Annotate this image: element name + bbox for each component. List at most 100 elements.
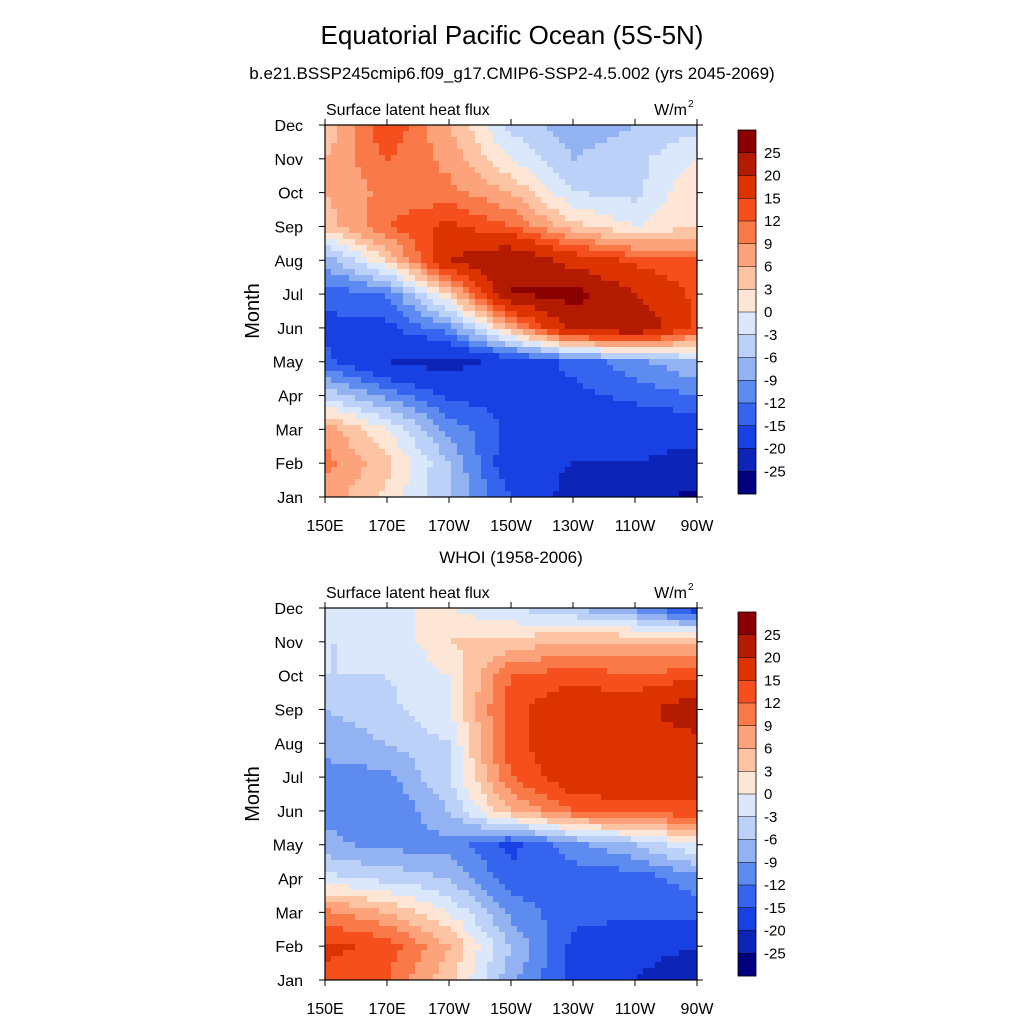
heatmap-cell <box>643 413 650 420</box>
heatmap-cell <box>439 419 446 426</box>
heatmap-cell <box>691 305 697 312</box>
colorbar-swatch <box>738 425 756 449</box>
heatmap-cell <box>529 143 536 150</box>
heatmap-cell <box>685 305 692 312</box>
heatmap-cell <box>619 221 626 228</box>
heatmap-cell <box>403 221 410 228</box>
heatmap-cell <box>523 650 530 657</box>
heatmap-cell <box>661 191 668 198</box>
heatmap-cell <box>577 389 584 396</box>
heatmap-cell <box>457 143 464 150</box>
heatmap-cell <box>583 281 590 288</box>
heatmap-cell <box>691 467 697 474</box>
heatmap-cell <box>511 197 518 204</box>
heatmap-cell <box>589 485 596 492</box>
heatmap-cell <box>541 209 548 216</box>
heatmap-cell <box>601 401 608 408</box>
heatmap-cell <box>469 692 476 699</box>
heatmap-cell <box>493 245 500 252</box>
heatmap-cell <box>595 293 602 300</box>
heatmap-cell <box>403 257 410 264</box>
heatmap-cell <box>583 215 590 222</box>
heatmap-cell <box>343 347 350 354</box>
heatmap-cell <box>463 491 470 497</box>
heatmap-cell <box>559 650 566 657</box>
heatmap-cell <box>349 626 356 633</box>
heatmap-cell <box>505 191 512 198</box>
heatmap-cell <box>679 377 686 384</box>
heatmap-cell <box>643 293 650 300</box>
heatmap-cell <box>691 437 697 444</box>
heatmap-cell <box>541 449 548 456</box>
heatmap-cell <box>667 239 674 246</box>
heatmap-cell <box>517 203 524 210</box>
heatmap-cell <box>481 185 488 192</box>
heatmap-cell <box>397 371 404 378</box>
heatmap-cell <box>511 137 518 144</box>
heatmap-cell <box>385 425 392 432</box>
heatmap-cell <box>637 353 644 360</box>
heatmap-cell <box>565 281 572 288</box>
heatmap-cell <box>355 197 362 204</box>
heatmap-cell <box>679 233 686 240</box>
heatmap-cell <box>541 161 548 168</box>
heatmap-cell <box>685 371 692 378</box>
heatmap-cell <box>439 479 446 486</box>
heatmap-cell <box>493 137 500 144</box>
heatmap-cell <box>637 413 644 420</box>
heatmap-cell <box>349 179 356 186</box>
heatmap-cell <box>451 431 458 438</box>
heatmap-cell <box>613 650 620 657</box>
heatmap-cell <box>451 401 458 408</box>
heatmap-cell <box>565 203 572 210</box>
heatmap-cell <box>661 389 668 396</box>
heatmap-cell <box>331 227 338 234</box>
heatmap-cell <box>565 353 572 360</box>
heatmap-cell <box>397 401 404 408</box>
heatmap-cell <box>553 485 560 492</box>
heatmap-cell <box>517 680 524 687</box>
heatmap-cell <box>619 365 626 372</box>
heatmap-cell <box>613 425 620 432</box>
heatmap-cell <box>691 185 697 192</box>
heatmap-cell <box>355 269 362 276</box>
heatmap-cell <box>439 638 446 645</box>
heatmap-cell <box>451 674 458 681</box>
heatmap-cell <box>571 644 578 651</box>
heatmap-cell <box>643 656 650 663</box>
heatmap-cell <box>589 638 596 645</box>
heatmap-cell <box>331 245 338 252</box>
heatmap-cell <box>601 371 608 378</box>
heatmap-cell <box>367 485 374 492</box>
heatmap-cell <box>631 395 638 402</box>
heatmap-cell <box>685 179 692 186</box>
heatmap-cell <box>625 608 632 615</box>
heatmap-cell <box>529 353 536 360</box>
heatmap-cell <box>469 233 476 240</box>
heatmap-cell <box>571 323 578 330</box>
heatmap-cell <box>559 185 566 192</box>
heatmap-cell <box>397 251 404 258</box>
heatmap-cell <box>511 257 518 264</box>
heatmap-cell <box>667 668 674 675</box>
heatmap-cell <box>607 317 614 324</box>
heatmap-cell <box>607 632 614 639</box>
heatmap-cell <box>583 461 590 468</box>
heatmap-cell <box>355 275 362 282</box>
heatmap-cell <box>403 644 410 651</box>
heatmap-cell <box>331 383 338 390</box>
heatmap-cell <box>427 383 434 390</box>
heatmap-cell <box>385 191 392 198</box>
heatmap-cell <box>583 143 590 150</box>
heatmap-cell <box>673 401 680 408</box>
heatmap-cell <box>553 491 560 497</box>
heatmap-cell <box>499 257 506 264</box>
heatmap-cell <box>385 626 392 633</box>
heatmap-cell <box>595 353 602 360</box>
heatmap-cell <box>577 341 584 348</box>
heatmap-cell <box>631 149 638 156</box>
heatmap-cell <box>625 437 632 444</box>
heatmap-cell <box>415 239 422 246</box>
heatmap-cell <box>469 131 476 138</box>
heatmap-cell <box>427 437 434 444</box>
